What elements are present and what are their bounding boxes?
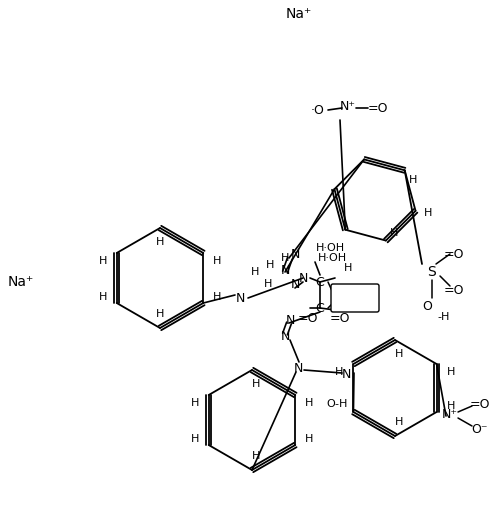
Text: H: H	[264, 279, 272, 289]
Text: O-H: O-H	[326, 399, 347, 409]
Text: =O: =O	[297, 311, 318, 325]
Text: H: H	[394, 417, 402, 427]
Text: N: N	[235, 291, 244, 305]
Text: H: H	[98, 292, 107, 302]
Text: N: N	[285, 313, 294, 327]
Text: H: H	[445, 401, 454, 411]
Text: =O: =O	[367, 101, 387, 115]
Text: C: C	[315, 275, 324, 288]
Text: H: H	[250, 267, 259, 277]
Text: =O: =O	[469, 398, 489, 412]
Text: H: H	[155, 237, 164, 247]
Text: H: H	[280, 253, 289, 263]
Text: H: H	[445, 367, 454, 377]
Text: -H: -H	[437, 312, 449, 322]
Text: H: H	[305, 398, 313, 408]
Text: H·OH: H·OH	[317, 253, 346, 263]
Text: H: H	[190, 434, 198, 444]
Text: H: H	[408, 175, 416, 185]
Text: H: H	[252, 451, 260, 461]
Text: H: H	[389, 227, 397, 238]
Text: H: H	[213, 292, 221, 302]
Text: N: N	[280, 330, 289, 343]
Text: =O: =O	[443, 247, 463, 261]
Text: Abs: Abs	[341, 291, 367, 305]
Text: C: C	[315, 302, 324, 314]
Text: O: O	[421, 301, 431, 313]
Text: H: H	[213, 256, 221, 266]
Text: Na⁺: Na⁺	[8, 275, 34, 289]
Text: H: H	[155, 309, 164, 319]
Text: N: N	[293, 361, 302, 374]
Text: N: N	[341, 369, 350, 381]
Text: H·OH: H·OH	[315, 243, 344, 253]
Text: N: N	[290, 248, 299, 262]
Text: N: N	[290, 279, 299, 291]
Text: =O: =O	[329, 311, 350, 325]
Text: H: H	[266, 260, 274, 270]
Text: O⁻: O⁻	[471, 423, 487, 437]
Text: H: H	[252, 379, 260, 389]
Text: S: S	[427, 265, 435, 279]
Text: H: H	[343, 263, 352, 273]
Text: H: H	[98, 256, 107, 266]
Text: Na⁺: Na⁺	[285, 7, 312, 21]
Text: ·O: ·O	[311, 103, 324, 117]
FancyBboxPatch shape	[330, 284, 378, 312]
Text: N: N	[280, 264, 289, 276]
Text: H: H	[422, 208, 431, 218]
Text: N⁺: N⁺	[339, 100, 355, 114]
Text: H: H	[394, 349, 402, 359]
Text: H: H	[190, 398, 198, 408]
Text: =O: =O	[443, 284, 463, 296]
Text: N⁺: N⁺	[441, 409, 457, 421]
Text: H: H	[305, 434, 313, 444]
Text: N: N	[298, 271, 307, 285]
Text: H: H	[335, 367, 343, 377]
